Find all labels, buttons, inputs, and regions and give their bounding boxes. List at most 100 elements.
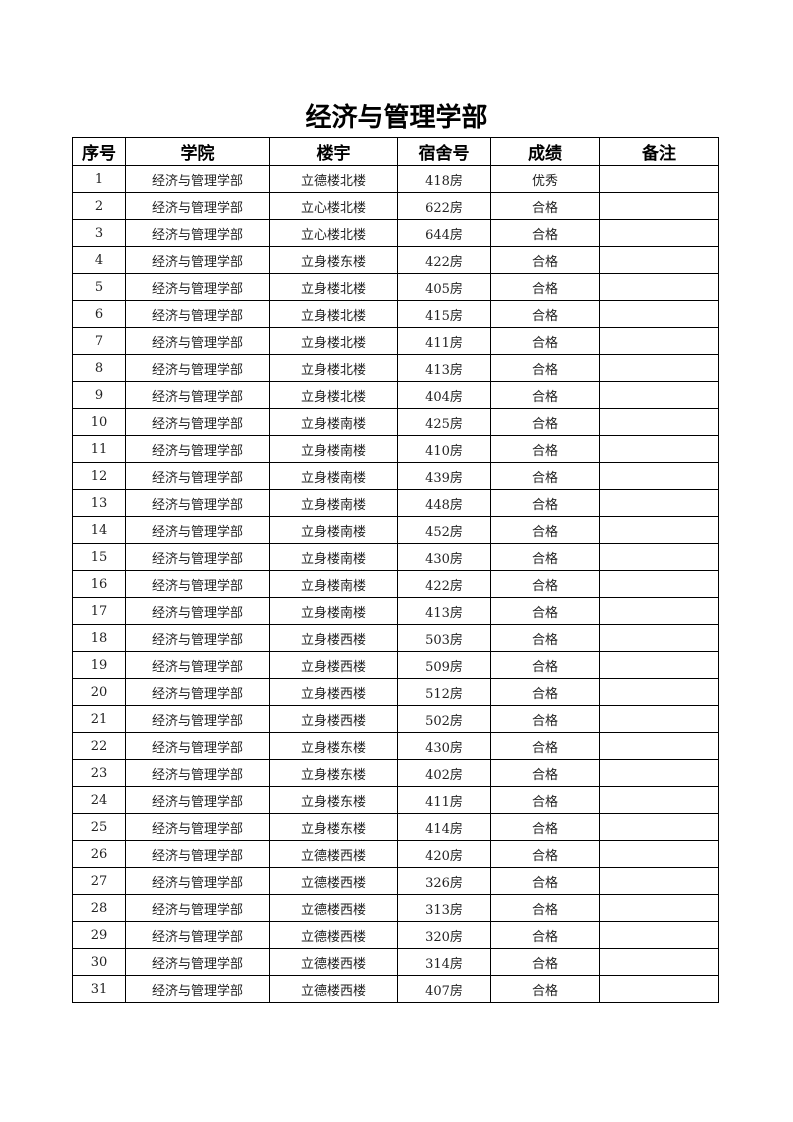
cell-building: 立身楼西楼 <box>269 624 398 652</box>
cell-room: 430房 <box>397 732 491 760</box>
cell-index: 31 <box>72 975 126 1003</box>
table-row: 7 经济与管理学部 立身楼北楼 411房 合格 <box>72 327 719 355</box>
cell-building: 立身楼南楼 <box>269 435 398 463</box>
table-row: 10 经济与管理学部 立身楼南楼 425房 合格 <box>72 408 719 436</box>
cell-building: 立心楼北楼 <box>269 192 398 220</box>
cell-grade: 合格 <box>490 759 600 787</box>
cell-index: 14 <box>72 516 126 544</box>
cell-building: 立德楼西楼 <box>269 894 398 922</box>
table-row: 8 经济与管理学部 立身楼北楼 413房 合格 <box>72 354 719 382</box>
cell-building: 立身楼南楼 <box>269 516 398 544</box>
table-row: 16 经济与管理学部 立身楼南楼 422房 合格 <box>72 570 719 598</box>
cell-building: 立身楼北楼 <box>269 354 398 382</box>
cell-college: 经济与管理学部 <box>125 516 270 544</box>
cell-index: 13 <box>72 489 126 517</box>
table-row: 22 经济与管理学部 立身楼东楼 430房 合格 <box>72 732 719 760</box>
cell-grade: 合格 <box>490 354 600 382</box>
cell-index: 1 <box>72 165 126 193</box>
table-row: 2 经济与管理学部 立心楼北楼 622房 合格 <box>72 192 719 220</box>
cell-grade: 合格 <box>490 192 600 220</box>
table-row: 25 经济与管理学部 立身楼东楼 414房 合格 <box>72 813 719 841</box>
cell-room: 413房 <box>397 354 491 382</box>
cell-college: 经济与管理学部 <box>125 543 270 571</box>
table-row: 19 经济与管理学部 立身楼西楼 509房 合格 <box>72 651 719 679</box>
cell-remarks <box>599 300 719 328</box>
cell-remarks <box>599 354 719 382</box>
cell-building: 立身楼南楼 <box>269 489 398 517</box>
cell-index: 16 <box>72 570 126 598</box>
cell-room: 407房 <box>397 975 491 1003</box>
cell-remarks <box>599 759 719 787</box>
cell-building: 立德楼西楼 <box>269 948 398 976</box>
header-college: 学院 <box>125 137 270 166</box>
cell-college: 经济与管理学部 <box>125 867 270 895</box>
cell-building: 立身楼西楼 <box>269 651 398 679</box>
table-body: 1 经济与管理学部 立德楼北楼 418房 优秀 2 经济与管理学部 立心楼北楼 622房 合格 3 经… <box>72 165 719 1003</box>
cell-room: 414房 <box>397 813 491 841</box>
cell-grade: 合格 <box>490 867 600 895</box>
cell-index: 4 <box>72 246 126 274</box>
cell-college: 经济与管理学部 <box>125 462 270 490</box>
cell-building: 立身楼南楼 <box>269 597 398 625</box>
cell-building: 立德楼北楼 <box>269 165 398 193</box>
cell-grade: 合格 <box>490 246 600 274</box>
cell-building: 立身楼东楼 <box>269 813 398 841</box>
cell-grade: 合格 <box>490 813 600 841</box>
cell-remarks <box>599 813 719 841</box>
cell-college: 经济与管理学部 <box>125 489 270 517</box>
cell-college: 经济与管理学部 <box>125 840 270 868</box>
cell-index: 15 <box>72 543 126 571</box>
cell-college: 经济与管理学部 <box>125 219 270 247</box>
cell-grade: 合格 <box>490 516 600 544</box>
table-row: 5 经济与管理学部 立身楼北楼 405房 合格 <box>72 273 719 301</box>
table-row: 30 经济与管理学部 立德楼西楼 314房 合格 <box>72 948 719 976</box>
cell-room: 411房 <box>397 327 491 355</box>
table-row: 13 经济与管理学部 立身楼南楼 448房 合格 <box>72 489 719 517</box>
cell-grade: 合格 <box>490 327 600 355</box>
cell-room: 415房 <box>397 300 491 328</box>
cell-grade: 合格 <box>490 381 600 409</box>
cell-room: 503房 <box>397 624 491 652</box>
cell-room: 313房 <box>397 894 491 922</box>
cell-building: 立心楼北楼 <box>269 219 398 247</box>
cell-grade: 合格 <box>490 624 600 652</box>
cell-remarks <box>599 840 719 868</box>
table-row: 15 经济与管理学部 立身楼南楼 430房 合格 <box>72 543 719 571</box>
cell-index: 3 <box>72 219 126 247</box>
cell-building: 立身楼北楼 <box>269 300 398 328</box>
table-row: 9 经济与管理学部 立身楼北楼 404房 合格 <box>72 381 719 409</box>
cell-college: 经济与管理学部 <box>125 354 270 382</box>
cell-grade: 合格 <box>490 219 600 247</box>
table-row: 24 经济与管理学部 立身楼东楼 411房 合格 <box>72 786 719 814</box>
cell-grade: 合格 <box>490 921 600 949</box>
cell-building: 立德楼西楼 <box>269 921 398 949</box>
cell-remarks <box>599 381 719 409</box>
cell-grade: 合格 <box>490 273 600 301</box>
cell-building: 立身楼东楼 <box>269 786 398 814</box>
cell-college: 经济与管理学部 <box>125 732 270 760</box>
cell-grade: 合格 <box>490 894 600 922</box>
table-row: 4 经济与管理学部 立身楼东楼 422房 合格 <box>72 246 719 274</box>
cell-room: 326房 <box>397 867 491 895</box>
cell-index: 21 <box>72 705 126 733</box>
table-row: 31 经济与管理学部 立德楼西楼 407房 合格 <box>72 975 719 1003</box>
cell-college: 经济与管理学部 <box>125 921 270 949</box>
cell-index: 30 <box>72 948 126 976</box>
dormitory-table: 序号 学院 楼宇 宿舍号 成绩 备注 1 经济与管理学部 立德楼北楼 418房 优秀 2 经… <box>72 137 719 1003</box>
cell-grade: 合格 <box>490 489 600 517</box>
cell-grade: 合格 <box>490 975 600 1003</box>
cell-index: 12 <box>72 462 126 490</box>
cell-remarks <box>599 435 719 463</box>
cell-room: 622房 <box>397 192 491 220</box>
cell-college: 经济与管理学部 <box>125 192 270 220</box>
cell-index: 22 <box>72 732 126 760</box>
cell-building: 立德楼西楼 <box>269 867 398 895</box>
cell-remarks <box>599 975 719 1003</box>
cell-college: 经济与管理学部 <box>125 624 270 652</box>
cell-index: 8 <box>72 354 126 382</box>
cell-building: 立身楼南楼 <box>269 462 398 490</box>
cell-index: 26 <box>72 840 126 868</box>
cell-college: 经济与管理学部 <box>125 300 270 328</box>
table-row: 12 经济与管理学部 立身楼南楼 439房 合格 <box>72 462 719 490</box>
cell-index: 5 <box>72 273 126 301</box>
